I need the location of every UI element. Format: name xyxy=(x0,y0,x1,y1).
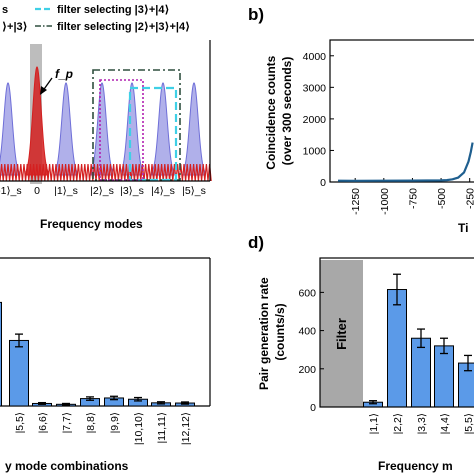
resonance-peak xyxy=(54,82,78,176)
panel-c-x-ticks: |4,4⟩|5,5⟩|6,6⟩|7,7⟩|8,8⟩|9,9⟩|10,10⟩|11… xyxy=(14,412,192,445)
x-tick-label: |12,12⟩ xyxy=(180,412,192,445)
bar xyxy=(387,289,407,408)
legend-label-34: filter selecting |3⟩+|4⟩ xyxy=(57,4,170,16)
panel-d: d) Filter 0 200 400 600 |1,1⟩ |2,2⟩ |3,3⟩ |4,4… xyxy=(248,233,474,473)
tick-a-3: |3⟩_s xyxy=(120,185,144,197)
panel-b-frame xyxy=(329,39,474,183)
x-tick-label: |10,10⟩ xyxy=(133,412,145,445)
x-tick-label: |11,11⟩ xyxy=(156,412,168,444)
panel-b-x-title: Ti xyxy=(458,221,468,235)
x-tick-label: |9,9⟩ xyxy=(109,412,121,433)
resonance-peak xyxy=(90,82,114,176)
panel-b-y-ticks: 0 1000 2000 3000 4000 xyxy=(303,51,334,189)
resonance-peak xyxy=(25,66,49,176)
y-tick-label: 4000 xyxy=(303,51,327,63)
y-tick-label: 200 xyxy=(298,364,316,376)
pump-arrow-head xyxy=(40,86,47,95)
resonance-peak xyxy=(120,82,144,176)
y-tick-label: 3000 xyxy=(303,82,327,94)
bar xyxy=(434,345,454,408)
pump-label: f_p xyxy=(55,67,73,81)
y-tick-label: 400 xyxy=(298,326,316,338)
panel-a-x-title: Frequency modes xyxy=(40,217,143,231)
panel-a-comb xyxy=(0,163,212,182)
panel-d-x-ticks: |1,1⟩ |2,2⟩ |3,3⟩ |4,4⟩ |5,5⟩ xyxy=(368,413,474,434)
x-tick-label: -250 xyxy=(465,188,474,209)
panel-d-letter: d) xyxy=(248,233,264,252)
tick-a-2: |2⟩_s xyxy=(90,185,114,197)
x-tick-label: |5,5⟩ xyxy=(463,413,474,434)
x-tick-label: |7,7⟩ xyxy=(61,412,73,433)
bar xyxy=(0,301,2,407)
resonance-peak xyxy=(0,82,20,176)
bar xyxy=(458,362,474,408)
panel-b-series-line xyxy=(337,142,474,182)
panel-a-peaks xyxy=(0,66,206,176)
y-tick-label: 0 xyxy=(320,177,326,189)
tick-a-4: |4⟩_s xyxy=(151,185,175,197)
x-tick-label: |2,2⟩ xyxy=(392,413,404,434)
panel-c-bars xyxy=(0,301,195,407)
legend-fragment-1: s xyxy=(2,4,8,16)
y-tick-label: 600 xyxy=(298,287,316,299)
panel-d-filter-label: Filter xyxy=(334,318,349,350)
panel-b-y-title: Coincidence counts (over 300 seconds) xyxy=(264,52,294,169)
y-tick-label: 1000 xyxy=(303,145,327,157)
y-tick-label: 2000 xyxy=(303,114,327,126)
panel-c-x-title: y mode combinations xyxy=(5,459,129,473)
x-tick-label: |8,8⟩ xyxy=(85,412,97,433)
x-tick-label: -1000 xyxy=(379,188,391,215)
panel-d-filter-band xyxy=(320,260,363,407)
x-tick-label: |3,3⟩ xyxy=(416,413,428,434)
tick-a-5: |5⟩_s xyxy=(182,185,206,197)
panel-d-frame xyxy=(319,257,474,408)
x-tick-label: -500 xyxy=(436,188,448,209)
x-tick-label: -1250 xyxy=(350,188,362,215)
tick-a-1: |1⟩_s xyxy=(54,185,78,197)
x-tick-label: -750 xyxy=(407,188,419,209)
filter-frame-34 xyxy=(128,86,178,182)
x-tick-label: |5,5⟩ xyxy=(14,412,26,433)
panel-d-bars xyxy=(363,273,474,408)
x-tick-label: |4,4⟩ xyxy=(439,413,451,434)
panel-c: |4,4⟩|5,5⟩|6,6⟩|7,7⟩|8,8⟩|9,9⟩|10,10⟩|11… xyxy=(0,257,211,473)
comb-teeth xyxy=(0,163,212,182)
panel-a: f_p s ⟩+|3⟩ filter selecting |3⟩+|4⟩ fil… xyxy=(0,4,212,231)
resonance-peak xyxy=(151,82,175,176)
panel-d-x-title: Frequency m xyxy=(378,459,453,473)
legend-fragment-2: ⟩+|3⟩ xyxy=(2,21,28,33)
legend-label-234: filter selecting |2⟩+|3⟩+|4⟩ xyxy=(57,21,190,33)
filter-frame-3 xyxy=(99,79,144,181)
bar xyxy=(411,337,431,408)
tick-a-0: 0 xyxy=(34,185,40,197)
resonance-peak xyxy=(182,82,206,176)
bar xyxy=(9,339,29,407)
panel-d-y-title: Pair generation rate (counts/s) xyxy=(257,274,287,390)
panel-d-y-ticks: 0 200 400 600 xyxy=(298,287,324,414)
x-tick-label: |1,1⟩ xyxy=(368,413,380,434)
tick-a-m1: |-1⟩_s xyxy=(0,185,22,197)
panel-b-x-ticks: -1250 -1000 -750 -500 -250 xyxy=(350,178,474,215)
panel-b-letter: b) xyxy=(248,5,264,24)
x-tick-label: |6,6⟩ xyxy=(37,412,49,433)
y-tick-label: 0 xyxy=(310,402,316,414)
